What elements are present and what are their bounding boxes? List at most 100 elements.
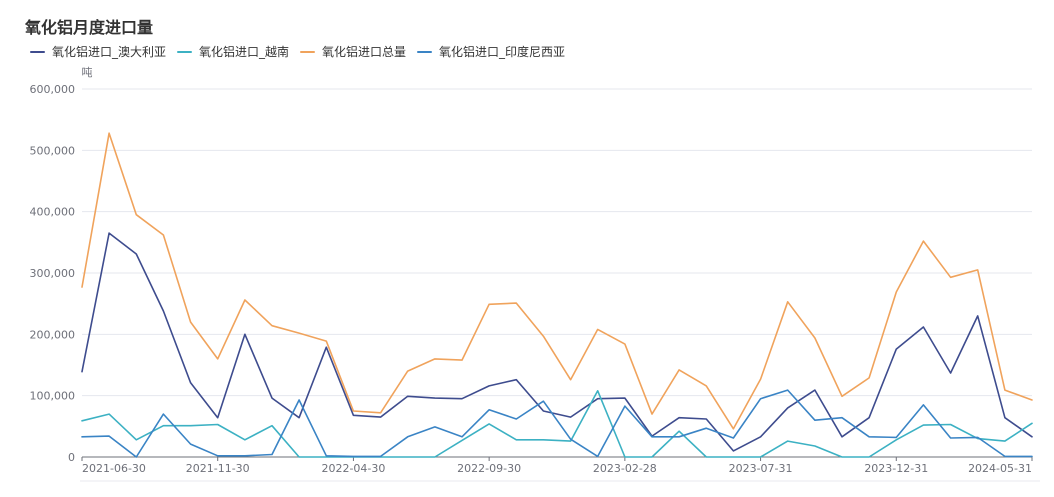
data-point [80, 435, 84, 439]
data-point [759, 377, 763, 381]
data-point [80, 285, 84, 289]
data-point [379, 415, 383, 419]
data-point [460, 438, 464, 442]
legend-label: 氧化铝进口_澳大利亚 [52, 45, 167, 59]
data-point [786, 300, 790, 304]
data-point [161, 412, 165, 416]
data-point [921, 423, 925, 427]
data-point [813, 336, 817, 340]
data-point [161, 233, 165, 237]
data-point [487, 408, 491, 412]
data-point [894, 290, 898, 294]
x-tick-label: 2024-05-31 [968, 462, 1032, 475]
data-point [351, 409, 355, 413]
data-point [1030, 454, 1034, 458]
data-point [324, 339, 328, 343]
data-point [596, 397, 600, 401]
series-line-vietnam [81, 390, 1033, 458]
legend: 氧化铝进口_澳大利亚 氧化铝进口_越南 氧化铝进口总量 氧化铝进口_印度尼西亚 [30, 44, 565, 60]
legend-label: 氧化铝进口总量 [322, 45, 407, 59]
legend-item-vietnam[interactable]: 氧化铝进口_越南 [177, 44, 289, 60]
data-point [759, 455, 763, 459]
data-point [650, 435, 654, 439]
line-swatch-icon [30, 51, 45, 53]
x-tick-label: 2021-06-30 [82, 462, 146, 475]
data-point [976, 435, 980, 439]
data-point [1030, 421, 1034, 425]
data-point [759, 397, 763, 401]
data-point [813, 444, 817, 448]
data-point [677, 429, 681, 433]
data-point [379, 454, 383, 458]
data-point [243, 438, 247, 442]
data-point [433, 455, 437, 459]
data-point [406, 455, 410, 459]
data-point [406, 394, 410, 398]
data-point [1003, 439, 1007, 443]
data-point [840, 435, 844, 439]
data-point [107, 434, 111, 438]
data-point [921, 403, 925, 407]
data-point [1030, 435, 1034, 439]
legend-item-indonesia[interactable]: 氧化铝进口_印度尼西亚 [417, 44, 565, 60]
data-point [379, 411, 383, 415]
data-point [704, 384, 708, 388]
data-point [487, 302, 491, 306]
data-point [731, 449, 735, 453]
data-point [759, 435, 763, 439]
data-point [894, 347, 898, 351]
data-point [270, 396, 274, 400]
y-tick-label: 100,000 [30, 390, 76, 403]
data-point [216, 423, 220, 427]
data-point [134, 213, 138, 217]
data-point [107, 231, 111, 235]
data-point [189, 381, 193, 385]
data-point [569, 378, 573, 382]
data-point [189, 320, 193, 324]
grid-lines [82, 88, 1032, 397]
series-line-total [81, 132, 1033, 430]
data-point [596, 389, 600, 393]
legend-item-total[interactable]: 氧化铝进口总量 [300, 44, 406, 60]
data-point [569, 415, 573, 419]
data-point [976, 268, 980, 272]
data-point [216, 416, 220, 420]
data-point [487, 422, 491, 426]
data-point [270, 324, 274, 328]
line-swatch-icon [417, 51, 433, 53]
data-point [243, 332, 247, 336]
data-point [650, 412, 654, 416]
data-point [786, 439, 790, 443]
data-point [324, 454, 328, 458]
legend-label: 氧化铝进口_越南 [199, 45, 290, 59]
data-point [514, 417, 518, 421]
data-point [840, 455, 844, 459]
data-point [134, 455, 138, 459]
data-point [704, 455, 708, 459]
data-point [297, 455, 301, 459]
data-point [80, 370, 84, 374]
data-point [541, 399, 545, 403]
data-point [569, 437, 573, 441]
x-tick-label: 2023-07-31 [729, 462, 793, 475]
data-point [786, 406, 790, 410]
data-point [813, 418, 817, 422]
data-point [1003, 388, 1007, 392]
data-point [189, 424, 193, 428]
data-point [460, 358, 464, 362]
data-point [677, 435, 681, 439]
y-tick-label: 0 [68, 451, 75, 464]
data-point [623, 455, 627, 459]
legend-item-australia[interactable]: 氧化铝进口_澳大利亚 [30, 44, 166, 60]
data-point [107, 412, 111, 416]
x-tick-label: 2021-11-30 [186, 462, 250, 475]
data-point [921, 325, 925, 329]
data-point [351, 454, 355, 458]
y-axis: 0 100,000 200,000 300,000 400,000 500,000 600,… [30, 83, 76, 464]
data-points [80, 131, 1034, 459]
data-point [134, 438, 138, 442]
x-axis: 2021-06-30 2021-11-30 2022-04-30 2022-09-30… [81, 457, 1033, 475]
data-point [867, 416, 871, 420]
data-point [460, 435, 464, 439]
data-point [949, 436, 953, 440]
